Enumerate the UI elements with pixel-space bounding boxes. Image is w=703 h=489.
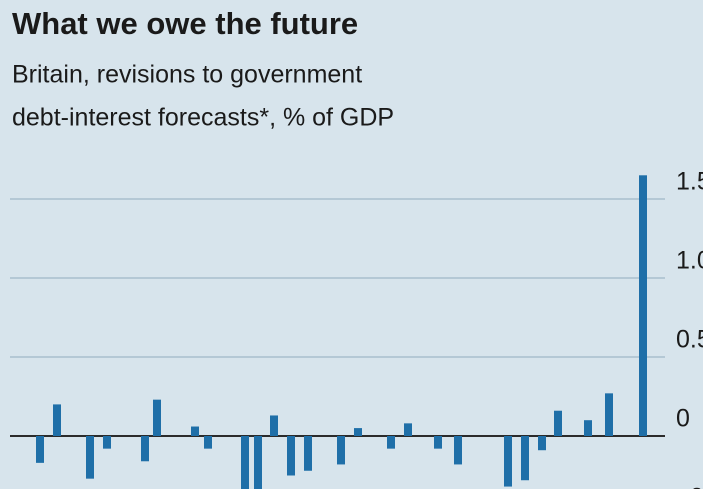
bar bbox=[454, 436, 462, 465]
bar bbox=[36, 436, 44, 463]
y-tick-label: 0 bbox=[676, 405, 690, 433]
bar bbox=[270, 415, 278, 436]
bar bbox=[241, 436, 249, 489]
y-tick-label: –0.5 bbox=[676, 484, 703, 489]
bar bbox=[304, 436, 312, 471]
bar bbox=[354, 428, 362, 436]
bar bbox=[521, 436, 529, 481]
bar bbox=[191, 426, 199, 436]
chart-subtitle: Britain, revisions to government bbox=[12, 61, 362, 89]
chart-title: What we owe the future bbox=[12, 6, 358, 41]
bar bbox=[337, 436, 345, 465]
bar bbox=[287, 436, 295, 476]
y-tick-label: 1.5 bbox=[676, 168, 703, 196]
y-tick-label: 1.0 bbox=[676, 247, 703, 275]
bar bbox=[538, 436, 546, 451]
bar bbox=[53, 404, 61, 436]
bar bbox=[204, 436, 212, 449]
y-tick-label: 0.5 bbox=[676, 326, 703, 354]
bar bbox=[605, 393, 613, 436]
bar bbox=[434, 436, 442, 449]
bar bbox=[584, 420, 592, 436]
bar bbox=[639, 175, 647, 437]
bar bbox=[404, 423, 412, 436]
bar bbox=[554, 410, 562, 436]
bar bbox=[153, 399, 161, 436]
chart-subtitle: debt-interest forecasts*, % of GDP bbox=[12, 104, 394, 132]
bar bbox=[103, 436, 111, 449]
bar bbox=[504, 436, 512, 487]
bar bbox=[141, 436, 149, 462]
bar bbox=[254, 436, 262, 489]
bar bbox=[387, 436, 395, 449]
bar bbox=[86, 436, 94, 479]
